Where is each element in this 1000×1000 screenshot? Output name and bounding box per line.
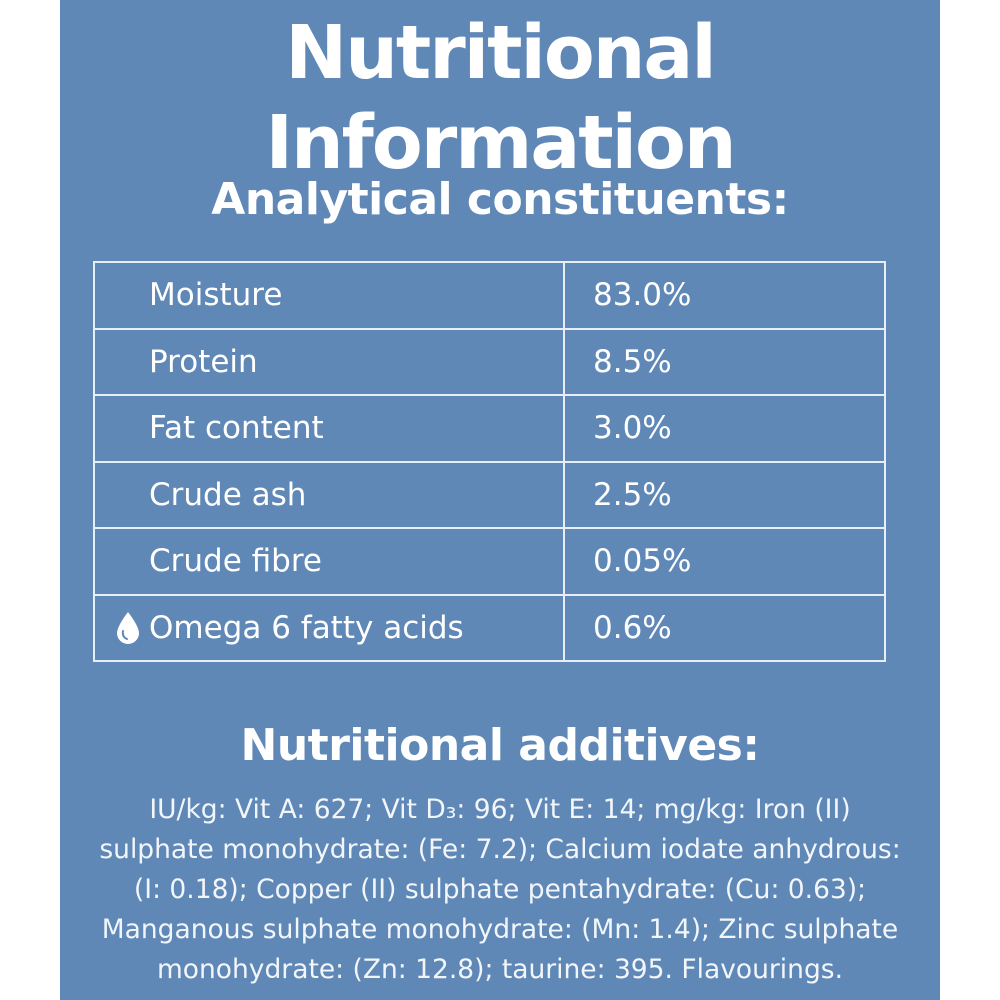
page-title: Nutritional Information (265, 10, 736, 186)
constituent-value: 0.6% (563, 593, 886, 662)
table-row: Protein 8.5% (93, 327, 886, 396)
additives-line: sulphate monohydrate: (Fe: 7.2); Calcium… (99, 834, 901, 865)
nutrition-panel: Nutritional Information Analytical const… (60, 0, 940, 1000)
additives-line: IU/kg: Vit A: 627; Vit D₃: 96; Vit E: 14… (149, 794, 851, 825)
constituent-name: Protein (93, 327, 565, 396)
constituent-value: 83.0% (563, 261, 886, 330)
constituent-value: 8.5% (563, 327, 886, 396)
constituent-name: Moisture (93, 261, 565, 330)
analytical-constituents-heading: Analytical constituents: (211, 174, 789, 225)
constituent-name: Omega 6 fatty acids (149, 609, 464, 646)
constituent-value: 2.5% (563, 460, 886, 529)
constituent-value: 0.05% (563, 527, 886, 596)
constituent-value: 3.0% (563, 394, 886, 463)
table-row: Fat content 3.0% (93, 394, 886, 463)
nutritional-additives-heading: Nutritional additives: (240, 720, 760, 771)
constituent-name: Crude fibre (93, 527, 565, 596)
water-drop-icon (117, 611, 139, 644)
table-row: Omega 6 fatty acids 0.6% (93, 593, 886, 662)
constituent-name-cell: Omega 6 fatty acids (93, 593, 565, 662)
additives-line: monohydrate: (Zn: 12.8); taurine: 395. F… (156, 954, 844, 985)
nutritional-additives-text: IU/kg: Vit A: 627; Vit D₃: 96; Vit E: 14… (60, 790, 940, 990)
table-row: Crude ash 2.5% (93, 460, 886, 529)
analytical-constituents-table: Moisture 83.0% Protein 8.5% Fat content … (93, 261, 886, 662)
additives-line: (I: 0.18); Copper (II) sulphate pentahyd… (133, 874, 867, 905)
constituent-name: Fat content (93, 394, 565, 463)
additives-line: Manganous sulphate monohydrate: (Mn: 1.4… (101, 914, 899, 945)
table-row: Crude fibre 0.05% (93, 527, 886, 596)
constituent-name: Crude ash (93, 460, 565, 529)
table-row: Moisture 83.0% (93, 261, 886, 330)
